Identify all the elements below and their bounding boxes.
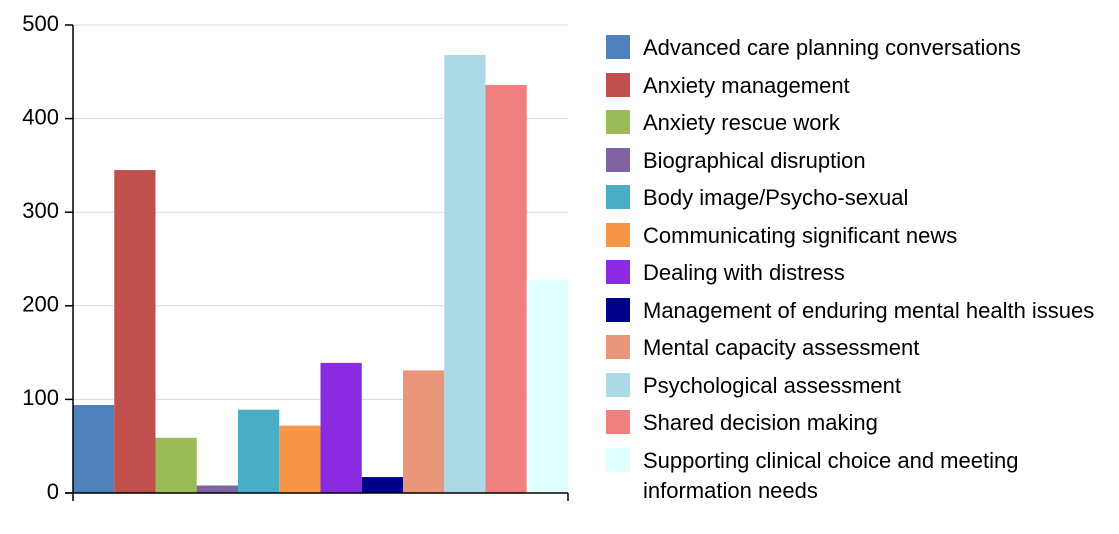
legend-swatch: [606, 260, 630, 284]
legend-item: Shared decision making: [606, 408, 1116, 438]
bar: [526, 279, 568, 493]
legend-label: Mental capacity assessment: [643, 335, 920, 360]
chart: 0 100 200 300 400 500: [22, 11, 569, 504]
bar: [238, 409, 280, 493]
legend-label: Shared decision making: [643, 410, 878, 435]
legend-item: Communicating significant news: [606, 221, 1116, 251]
bar: [155, 437, 197, 493]
legend-item: Biographical disruption: [606, 146, 1116, 176]
y-tick-label: 200: [22, 292, 59, 317]
legend-swatch: [606, 185, 630, 209]
legend-label: Dealing with distress: [643, 260, 845, 285]
legend-swatch: [606, 335, 630, 359]
legend-item: Psychological assessment: [606, 371, 1116, 401]
legend-item: Advanced care planning conversations: [606, 33, 1116, 63]
legend-swatch: [606, 72, 630, 97]
bar: [361, 477, 403, 493]
legend-swatch: [606, 297, 630, 322]
legend-label: Management of enduring mental health iss…: [643, 297, 1095, 323]
legend-item: Mental capacity assessment: [606, 333, 1116, 363]
legend-swatch: [606, 147, 630, 172]
legend-label: Supporting clinical choice and meeting i…: [643, 447, 1019, 503]
legend-label: Psychological assessment: [643, 372, 902, 398]
legend-item: Dealing with distress: [606, 258, 1116, 288]
legend-swatch: [606, 35, 630, 59]
legend-item: Management of enduring mental health iss…: [606, 296, 1116, 326]
legend-swatch: [606, 410, 630, 434]
legend-label: Communicating significant news: [643, 222, 958, 248]
bar: [196, 485, 238, 493]
bar: [279, 425, 321, 493]
legend-item: Anxiety management: [606, 71, 1116, 101]
y-tick-label: 500: [22, 11, 59, 36]
bar: [320, 362, 362, 493]
legend-item: Anxiety rescue work: [606, 108, 1116, 138]
legend-swatch: [606, 372, 630, 397]
legend-label: Biographical disruption: [643, 147, 866, 173]
y-tick-label: 400: [22, 104, 59, 129]
y-tick-label: 100: [22, 385, 59, 410]
legend: Advanced care planning conversations Anxi…: [606, 33, 1116, 513]
bar: [485, 84, 527, 494]
bar: [73, 405, 115, 493]
legend-label: Anxiety rescue work: [643, 110, 840, 135]
legend-label: Advanced care planning conversations: [643, 35, 1021, 60]
bar: [444, 54, 486, 494]
legend-item: Body image/Psycho-sexual: [606, 183, 1116, 213]
bar: [114, 170, 156, 493]
legend-item: Supporting clinical choice and meeting i…: [606, 446, 1116, 506]
legend-swatch: [606, 110, 630, 134]
legend-swatch: [606, 447, 630, 472]
legend-swatch: [606, 222, 630, 247]
bar: [403, 370, 445, 493]
legend-label: Body image/Psycho-sexual: [643, 185, 909, 210]
y-tick-label: 0: [47, 479, 59, 504]
legend-label: Anxiety management: [643, 72, 850, 98]
y-tick-label: 300: [22, 198, 59, 223]
